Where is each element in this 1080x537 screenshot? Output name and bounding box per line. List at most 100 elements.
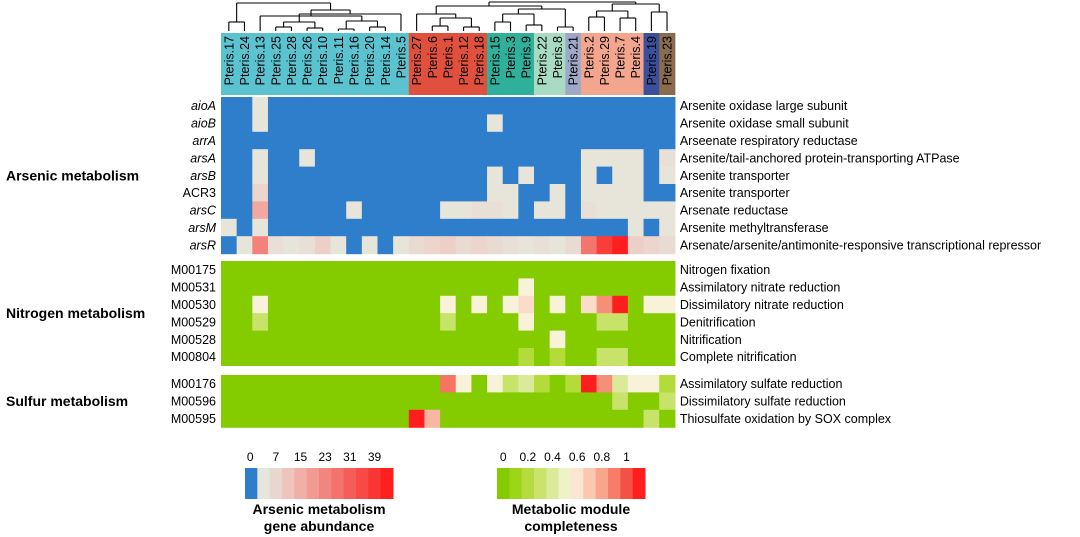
legend-swatch bbox=[368, 468, 382, 499]
heatmap-cell-arsB-Pteris.21 bbox=[565, 166, 582, 185]
heatmap-cell-aioA-Pteris.26 bbox=[299, 97, 316, 115]
heatmap-cell-M00530-Pteris.19 bbox=[643, 295, 660, 314]
heatmap-cell-M00531-Pteris.22 bbox=[534, 278, 551, 297]
heatmap-cell-arsC-Pteris.2 bbox=[580, 201, 598, 220]
heatmap-cell-aioA-Pteris.2 bbox=[580, 97, 598, 115]
heatmap-cell-M00529-Pteris.29 bbox=[596, 313, 613, 332]
heatmap-cell-arsB-Pteris.19 bbox=[643, 166, 660, 185]
heatmap-cell-arsR-Pteris.29 bbox=[596, 236, 613, 255]
heatmap-cell-M00804-Pteris.14 bbox=[377, 348, 394, 366]
heatmap-cell-M00596-Pteris.5 bbox=[393, 392, 410, 411]
heatmap-cell-M00530-Pteris.18 bbox=[471, 295, 488, 314]
heatmap-cell-arsR-Pteris.1 bbox=[440, 236, 457, 255]
legend-swatch bbox=[558, 468, 572, 499]
heatmap-cell-arsB-Pteris.15 bbox=[487, 166, 504, 185]
heatmap-cell-M00528-Pteris.4 bbox=[627, 330, 645, 349]
heatmap-cell-arsM-Pteris.9 bbox=[518, 218, 535, 237]
heatmap-cell-M00596-Pteris.12 bbox=[455, 392, 472, 411]
heatmap-cell-M00175-Pteris.24 bbox=[236, 261, 253, 279]
heatmap-cell-M00596-Pteris.2 bbox=[580, 392, 598, 411]
heatmap-cell-ACR3-Pteris.18 bbox=[471, 184, 488, 202]
column-label: Pteris.28 bbox=[285, 36, 299, 85]
heatmap-cell-arsB-Pteris.29 bbox=[596, 166, 613, 185]
legend-swatch bbox=[632, 468, 646, 499]
legend-title: Arsenic metabolism bbox=[252, 501, 385, 517]
row-description-arsM: Arsenite methyltransferase bbox=[680, 221, 829, 235]
heatmap-cell-M00596-Pteris.13 bbox=[252, 392, 269, 411]
heatmap-cell-arsB-Pteris.24 bbox=[236, 166, 253, 185]
heatmap-cell-M00175-Pteris.21 bbox=[565, 261, 582, 279]
heatmap-cell-arsR-Pteris.3 bbox=[502, 236, 519, 255]
heatmap-cell-M00595-Pteris.10 bbox=[314, 409, 332, 428]
row-label-M00804: M00804 bbox=[171, 350, 216, 364]
heatmap-cell-aioA-Pteris.11 bbox=[330, 97, 347, 115]
heatmap-cell-arsC-Pteris.13 bbox=[252, 201, 269, 220]
heatmap-cell-M00531-Pteris.28 bbox=[283, 278, 300, 297]
heatmap-cell-aioB-Pteris.2 bbox=[580, 114, 598, 133]
heatmap-cell-arsC-Pteris.6 bbox=[424, 201, 441, 220]
heatmap-cell-M00595-Pteris.23 bbox=[659, 409, 676, 428]
heatmap-cell-M00529-Pteris.8 bbox=[549, 313, 566, 332]
heatmap-cell-ACR3-Pteris.23 bbox=[659, 184, 676, 202]
heatmap-cell-arsM-Pteris.24 bbox=[236, 218, 253, 237]
heatmap-cell-M00595-Pteris.9 bbox=[518, 409, 535, 428]
row-label-M00528: M00528 bbox=[171, 333, 216, 347]
heatmap-cell-M00529-Pteris.27 bbox=[408, 313, 426, 332]
heatmap-cell-aioA-Pteris.19 bbox=[643, 97, 660, 115]
heatmap-cell-M00175-Pteris.16 bbox=[346, 261, 363, 279]
heatmap-cell-M00529-Pteris.9 bbox=[518, 313, 535, 332]
row-label-M00529: M00529 bbox=[171, 315, 216, 329]
heatmap-cell-M00595-Pteris.13 bbox=[252, 409, 269, 428]
heatmap-cell-M00176-Pteris.4 bbox=[627, 375, 645, 393]
heatmap-cell-aioB-Pteris.19 bbox=[643, 114, 660, 133]
heatmap-cell-aioA-Pteris.1 bbox=[440, 97, 457, 115]
legend-tick: 1 bbox=[623, 450, 630, 464]
column-label: Pteris.2 bbox=[582, 36, 596, 78]
heatmap-cell-M00531-Pteris.3 bbox=[502, 278, 519, 297]
heatmap-cell-M00804-Pteris.16 bbox=[346, 348, 363, 366]
row-description-M00528: Nitrification bbox=[680, 333, 742, 347]
column-color-Pteris.14 bbox=[377, 33, 394, 95]
row-label-M00176: M00176 bbox=[171, 377, 216, 391]
heatmap-cell-M00531-Pteris.2 bbox=[580, 278, 598, 297]
heatmap-cell-ACR3-Pteris.17 bbox=[221, 184, 238, 202]
heatmap-cell-M00595-Pteris.8 bbox=[549, 409, 566, 428]
heatmap-cell-M00596-Pteris.18 bbox=[471, 392, 488, 411]
legend-tick: 0.6 bbox=[569, 450, 586, 464]
legend-swatch bbox=[380, 468, 394, 499]
heatmap-cell-ACR3-Pteris.25 bbox=[267, 184, 285, 202]
heatmap-cell-aioA-Pteris.28 bbox=[283, 97, 300, 115]
legend-swatch bbox=[608, 468, 621, 499]
heatmap-cell-arsC-Pteris.20 bbox=[361, 201, 379, 220]
heatmap-cell-M00175-Pteris.15 bbox=[487, 261, 504, 279]
column-color-Pteris.26 bbox=[299, 33, 316, 95]
heatmap-cell-arsC-Pteris.24 bbox=[236, 201, 253, 220]
heatmap-cell-M00530-Pteris.10 bbox=[314, 295, 332, 314]
heatmap-cell-aioB-Pteris.26 bbox=[299, 114, 316, 133]
column-color-Pteris.9 bbox=[518, 33, 535, 95]
heatmap-cell-M00595-Pteris.28 bbox=[283, 409, 300, 428]
heatmap-cell-M00531-Pteris.21 bbox=[565, 278, 582, 297]
heatmap-cell-M00595-Pteris.19 bbox=[643, 409, 660, 428]
heatmap-cell-M00528-Pteris.9 bbox=[518, 330, 535, 349]
heatmap-cell-M00176-Pteris.18 bbox=[471, 375, 488, 393]
heatmap-cell-arsR-Pteris.10 bbox=[314, 236, 332, 255]
heatmap-cell-arsC-Pteris.22 bbox=[534, 201, 551, 220]
legend-swatch bbox=[282, 468, 295, 499]
heatmap-cell-M00531-Pteris.17 bbox=[221, 278, 238, 297]
heatmap-cell-M00596-Pteris.16 bbox=[346, 392, 363, 411]
heatmap-cell-ACR3-Pteris.9 bbox=[518, 184, 535, 202]
heatmap-cell-M00176-Pteris.20 bbox=[361, 375, 379, 393]
column-label: Pteris.25 bbox=[269, 36, 283, 85]
heatmap-cell-M00175-Pteris.12 bbox=[455, 261, 472, 279]
legend-swatch bbox=[331, 468, 345, 499]
heatmap-cell-M00531-Pteris.9 bbox=[518, 278, 535, 297]
row-label-arsB: arsB bbox=[190, 169, 216, 183]
heatmap-cell-M00596-Pteris.19 bbox=[643, 392, 660, 411]
heatmap-cell-arsR-Pteris.18 bbox=[471, 236, 488, 255]
heatmap-cell-M00595-Pteris.4 bbox=[627, 409, 645, 428]
heatmap-cell-M00529-Pteris.21 bbox=[565, 313, 582, 332]
heatmap-cell-aioA-Pteris.13 bbox=[252, 97, 269, 115]
heatmap-cell-M00528-Pteris.13 bbox=[252, 330, 269, 349]
heatmap-cell-M00595-Pteris.26 bbox=[299, 409, 316, 428]
